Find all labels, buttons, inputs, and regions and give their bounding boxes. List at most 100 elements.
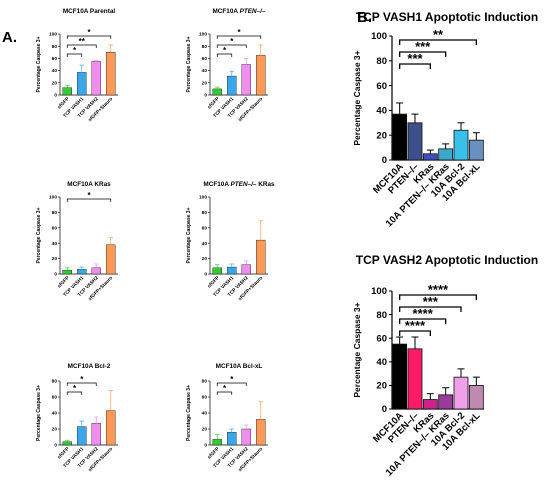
y-tick-label: 80 xyxy=(202,210,208,216)
significance-label: * xyxy=(87,28,91,37)
bar xyxy=(62,269,72,275)
chart-3: MCF10A KRas Percentage Caspase 3+ 0 20 40 60 8… xyxy=(36,181,118,302)
bar xyxy=(212,267,222,275)
bar xyxy=(227,266,237,275)
y-axis-label: Percentage Caspase 3+ xyxy=(36,207,42,263)
y-axis-label: Percentage Caspase 3+ xyxy=(36,385,42,441)
bar xyxy=(91,423,101,446)
significance-bracket xyxy=(216,35,262,39)
y-tick-label: 20 xyxy=(52,427,58,433)
bar xyxy=(106,410,116,446)
chart-title: MCF10A Parental xyxy=(63,8,116,15)
bar xyxy=(212,88,222,96)
y-axis-label: Percentage Caspase 3+ xyxy=(36,36,42,92)
panel-label-a: A. xyxy=(2,29,17,46)
chart-title-italic: PTEN–/– xyxy=(240,8,266,15)
significance-label: ** xyxy=(433,27,444,42)
bar xyxy=(91,61,101,96)
chart-2: MCF10A PTEN–/– Percentage Caspase 3+ 0 20 40… xyxy=(186,8,268,123)
bar xyxy=(227,75,237,96)
y-tick-label: 100 xyxy=(371,31,387,42)
bar xyxy=(77,72,87,96)
chart-5: MCF10A Bcl-2 Percentage Caspase 3+ 0 20 40 60… xyxy=(36,363,118,473)
significance-label: **** xyxy=(413,306,434,321)
significance-bracket xyxy=(399,39,477,45)
y-tick-label: 60 xyxy=(52,56,58,62)
bar xyxy=(106,244,116,275)
significance-label: * xyxy=(230,375,234,384)
y-tick-label: 40 xyxy=(52,241,58,247)
y-tick-label: 60 xyxy=(376,81,387,92)
significance-bracket xyxy=(399,318,447,324)
significance-bracket xyxy=(66,44,97,48)
bar xyxy=(407,348,423,410)
y-tick-label: 20 xyxy=(202,80,208,86)
y-tick-label: 60 xyxy=(202,56,208,62)
panel-label-b: B. xyxy=(357,9,372,26)
y-tick-label: 40 xyxy=(376,106,387,117)
significance-label: * xyxy=(87,191,91,200)
bar xyxy=(392,113,408,161)
bar xyxy=(468,139,484,161)
y-axis-label: Percentage Caspase 3+ xyxy=(186,385,192,441)
chart-title: MCF10A PTEN–/– KRas xyxy=(203,181,275,188)
chart-1: MCF10A Parental Percentage Caspase 3+ 0 20 4… xyxy=(36,8,118,123)
y-tick-label: 60 xyxy=(52,395,58,401)
significance-label: *** xyxy=(423,294,439,309)
significance-label: * xyxy=(237,28,241,37)
bar xyxy=(438,394,454,410)
y-tick-label: 0 xyxy=(204,443,207,449)
chart-title-italic: PTEN–/– xyxy=(231,181,257,188)
y-tick-label: 20 xyxy=(52,80,58,86)
y-tick-label: 60 xyxy=(376,333,387,344)
bar xyxy=(241,64,251,96)
significance-bracket xyxy=(399,51,447,57)
bar xyxy=(453,129,469,161)
chart-title-suffix: KRas xyxy=(256,181,275,188)
significance-bracket xyxy=(399,63,431,69)
chart-title: TCP VASH2 Apoptotic Induction xyxy=(356,253,538,267)
bar xyxy=(227,432,237,446)
significance-bracket xyxy=(66,391,83,395)
bar xyxy=(91,267,101,275)
y-tick-label: 0 xyxy=(204,93,207,99)
chart-title-text: MCF10A Bcl-2 xyxy=(68,363,111,370)
significance-bracket xyxy=(216,53,233,57)
y-axis-label: Percentage Caspase 3+ xyxy=(352,302,362,397)
bar xyxy=(256,55,266,96)
y-tick-label: 60 xyxy=(202,225,208,231)
significance-bracket xyxy=(216,44,247,48)
chart-title: MCF10A PTEN–/– xyxy=(212,8,265,15)
chart-7: TCP VASH1 Apoptotic Induction Percentage … xyxy=(352,10,538,229)
bar xyxy=(407,122,423,161)
chart-title-text: MCF10A KRas xyxy=(67,181,111,188)
chart-title: MCF10A Bcl-xL xyxy=(216,363,263,370)
y-tick-label: 40 xyxy=(376,357,387,368)
bar xyxy=(422,399,438,410)
chart-title-text: TCP VASH1 Apoptotic Induction xyxy=(356,10,538,24)
significance-label: **** xyxy=(428,282,449,297)
y-tick-label: 60 xyxy=(52,225,58,231)
y-tick-label: 100 xyxy=(199,195,207,201)
y-tick-label: 20 xyxy=(376,130,387,141)
y-tick-label: 20 xyxy=(202,427,208,433)
significance-bracket xyxy=(216,382,247,386)
y-tick-label: 0 xyxy=(382,404,387,415)
bar xyxy=(256,419,266,446)
y-axis-label: Percentage Caspase 3+ xyxy=(352,50,362,145)
bar xyxy=(77,269,87,275)
chart-title: MCF10A KRas xyxy=(67,181,111,188)
bar xyxy=(256,239,266,275)
bar xyxy=(468,384,484,410)
y-tick-label: 100 xyxy=(371,286,387,297)
significance-label: * xyxy=(73,384,77,393)
y-tick-label: 40 xyxy=(202,241,208,247)
y-tick-label: 80 xyxy=(376,310,387,321)
significance-bracket xyxy=(399,306,462,312)
bar xyxy=(453,376,469,410)
y-tick-label: 80 xyxy=(52,44,58,50)
y-tick-label: 100 xyxy=(199,32,207,38)
significance-bracket xyxy=(66,35,112,39)
chart-6: MCF10A Bcl-xL Percentage Caspase 3+ 0 20 40 6… xyxy=(186,363,268,473)
